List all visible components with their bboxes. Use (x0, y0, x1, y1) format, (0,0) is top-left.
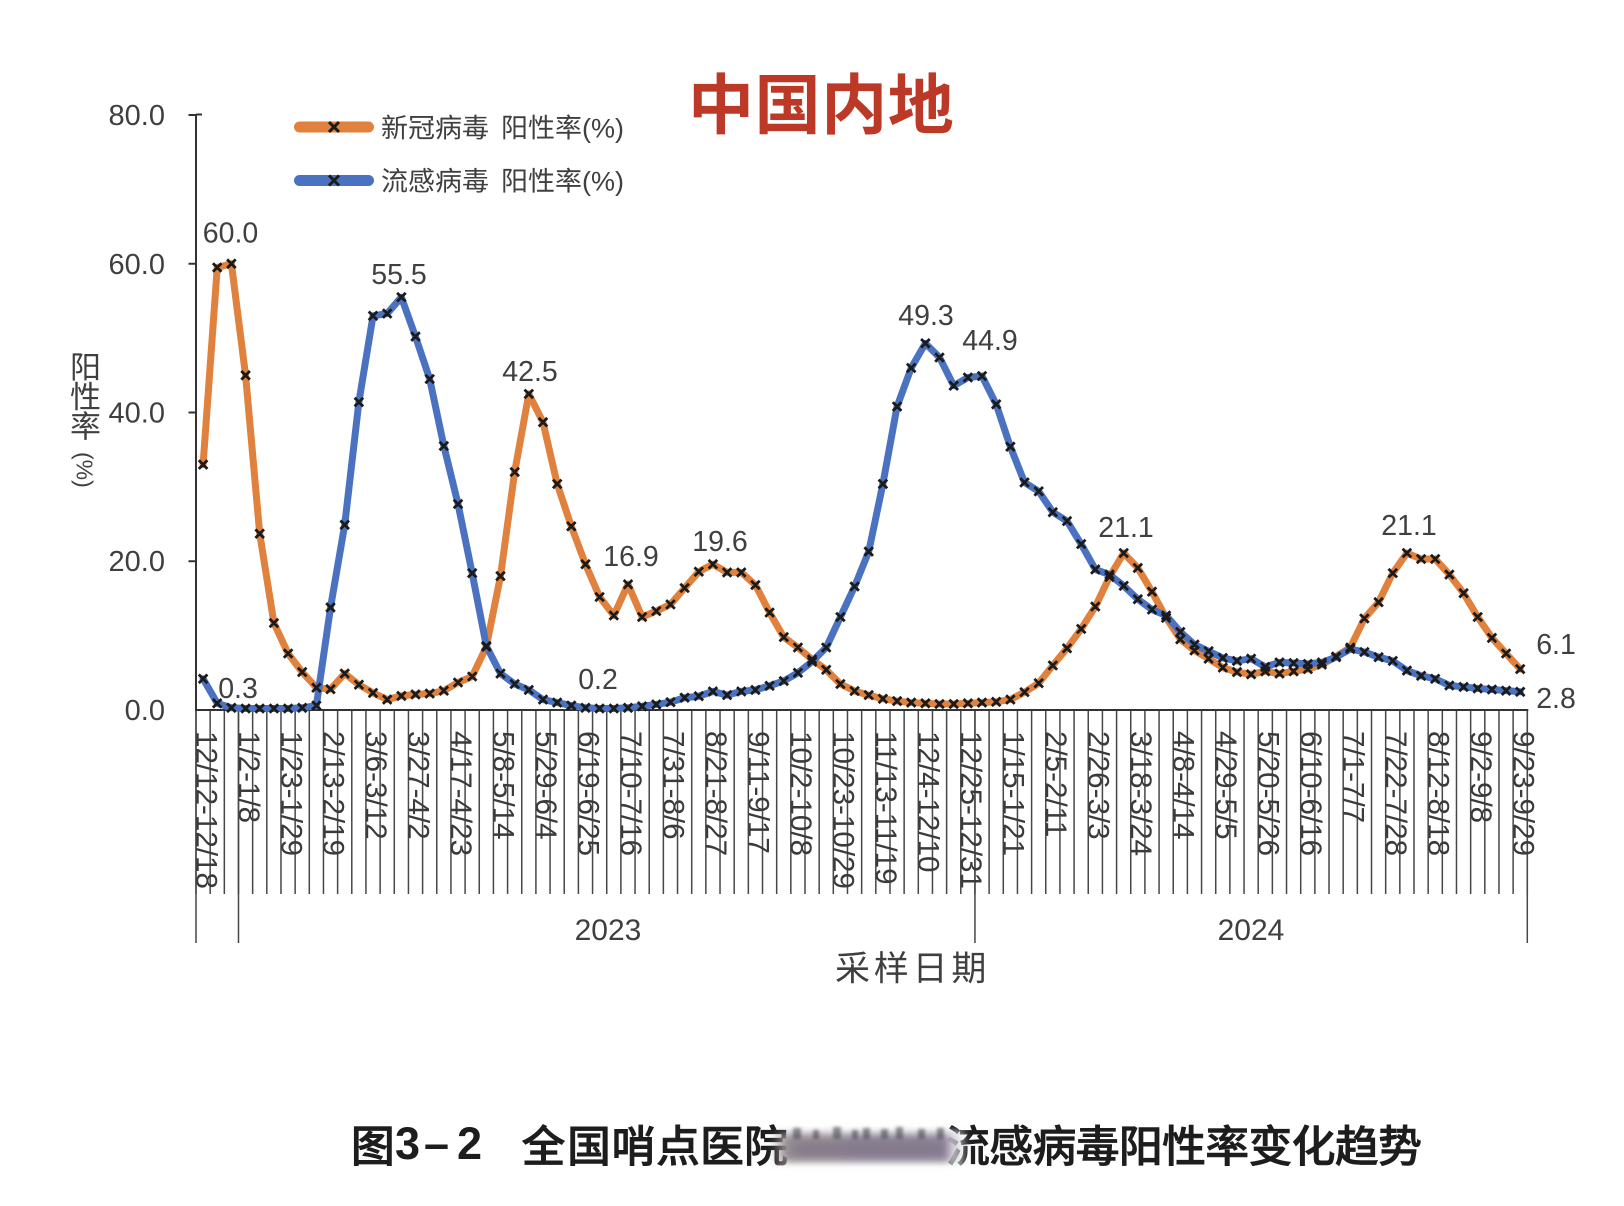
svg-text:12/12-12/18: 12/12-12/18 (189, 731, 222, 889)
svg-text:6/19-6/25: 6/19-6/25 (572, 731, 605, 856)
svg-text:42.5: 42.5 (502, 356, 557, 388)
svg-text:2: 2 (457, 1118, 482, 1169)
svg-text:44.9: 44.9 (962, 325, 1017, 357)
svg-text:5/8-5/14: 5/8-5/14 (487, 731, 520, 840)
svg-text:–: – (424, 1118, 449, 1169)
svg-text:2.8: 2.8 (1536, 683, 1576, 715)
svg-text:0.0: 0.0 (125, 695, 165, 727)
svg-text:6.1: 6.1 (1536, 629, 1576, 661)
svg-text:60.0: 60.0 (109, 249, 165, 281)
svg-text:7/22-7/28: 7/22-7/28 (1379, 731, 1412, 856)
svg-text:10/23-10/29: 10/23-10/29 (827, 731, 860, 889)
svg-text:1/2-1/8: 1/2-1/8 (232, 731, 265, 823)
svg-text:8/12-8/18: 8/12-8/18 (1421, 731, 1454, 856)
svg-text:7/31-8/6: 7/31-8/6 (657, 731, 690, 840)
svg-text:(%): (%) (582, 167, 624, 197)
svg-text:9/23-9/29: 9/23-9/29 (1506, 731, 1539, 856)
svg-text:6/10-6/16: 6/10-6/16 (1294, 731, 1327, 856)
svg-text:2/13-2/19: 2/13-2/19 (317, 731, 350, 856)
svg-text:4/29-5/5: 4/29-5/5 (1209, 731, 1242, 840)
svg-text:2023: 2023 (575, 914, 642, 947)
svg-text:8/21-8/27: 8/21-8/27 (699, 731, 732, 856)
svg-text:1/15-1/21: 1/15-1/21 (997, 731, 1030, 856)
svg-text:12/25-12/31: 12/25-12/31 (954, 731, 987, 889)
svg-text:5/29-6/4: 5/29-6/4 (529, 731, 562, 840)
svg-text:4/8-4/14: 4/8-4/14 (1167, 731, 1200, 840)
svg-text:3: 3 (395, 1118, 420, 1169)
svg-text:2024: 2024 (1218, 914, 1285, 947)
svg-text:7/1-7/7: 7/1-7/7 (1337, 731, 1370, 823)
svg-text:80.0: 80.0 (109, 100, 165, 132)
svg-text:3/18-3/24: 3/18-3/24 (1124, 731, 1157, 856)
svg-text:11/13-11/19: 11/13-11/19 (869, 731, 902, 885)
svg-text:19.6: 19.6 (692, 526, 747, 558)
svg-text:2/5-2/11: 2/5-2/11 (1039, 731, 1072, 837)
svg-text:40.0: 40.0 (109, 398, 165, 430)
svg-text:3/6-3/12: 3/6-3/12 (359, 731, 392, 840)
svg-text:16.9: 16.9 (603, 541, 658, 573)
svg-text:20.0: 20.0 (109, 546, 165, 578)
svg-text:7/10-7/16: 7/10-7/16 (614, 731, 647, 856)
svg-text:(%): (%) (582, 113, 624, 143)
svg-text:3/27-4/2: 3/27-4/2 (402, 731, 435, 840)
svg-text:0.2: 0.2 (578, 664, 618, 696)
svg-text:4/17-4/23: 4/17-4/23 (444, 731, 477, 856)
svg-text:49.3: 49.3 (898, 300, 953, 332)
svg-text:60.0: 60.0 (203, 218, 258, 250)
svg-text:12/4-12/10: 12/4-12/10 (912, 731, 945, 873)
svg-text:(%): (%) (72, 452, 98, 488)
svg-text:10/2-10/8: 10/2-10/8 (784, 731, 817, 856)
svg-text:2/26-3/3: 2/26-3/3 (1082, 731, 1115, 840)
svg-text:1/23-1/29: 1/23-1/29 (274, 731, 307, 856)
svg-text:21.1: 21.1 (1381, 510, 1436, 542)
svg-text:9/2-9/8: 9/2-9/8 (1464, 731, 1497, 823)
svg-text:55.5: 55.5 (371, 259, 426, 291)
svg-text:0.3: 0.3 (218, 673, 258, 705)
svg-text:21.1: 21.1 (1098, 512, 1153, 544)
svg-text:9/11-9/17: 9/11-9/17 (742, 731, 775, 854)
svg-text:5/20-5/26: 5/20-5/26 (1252, 731, 1285, 856)
